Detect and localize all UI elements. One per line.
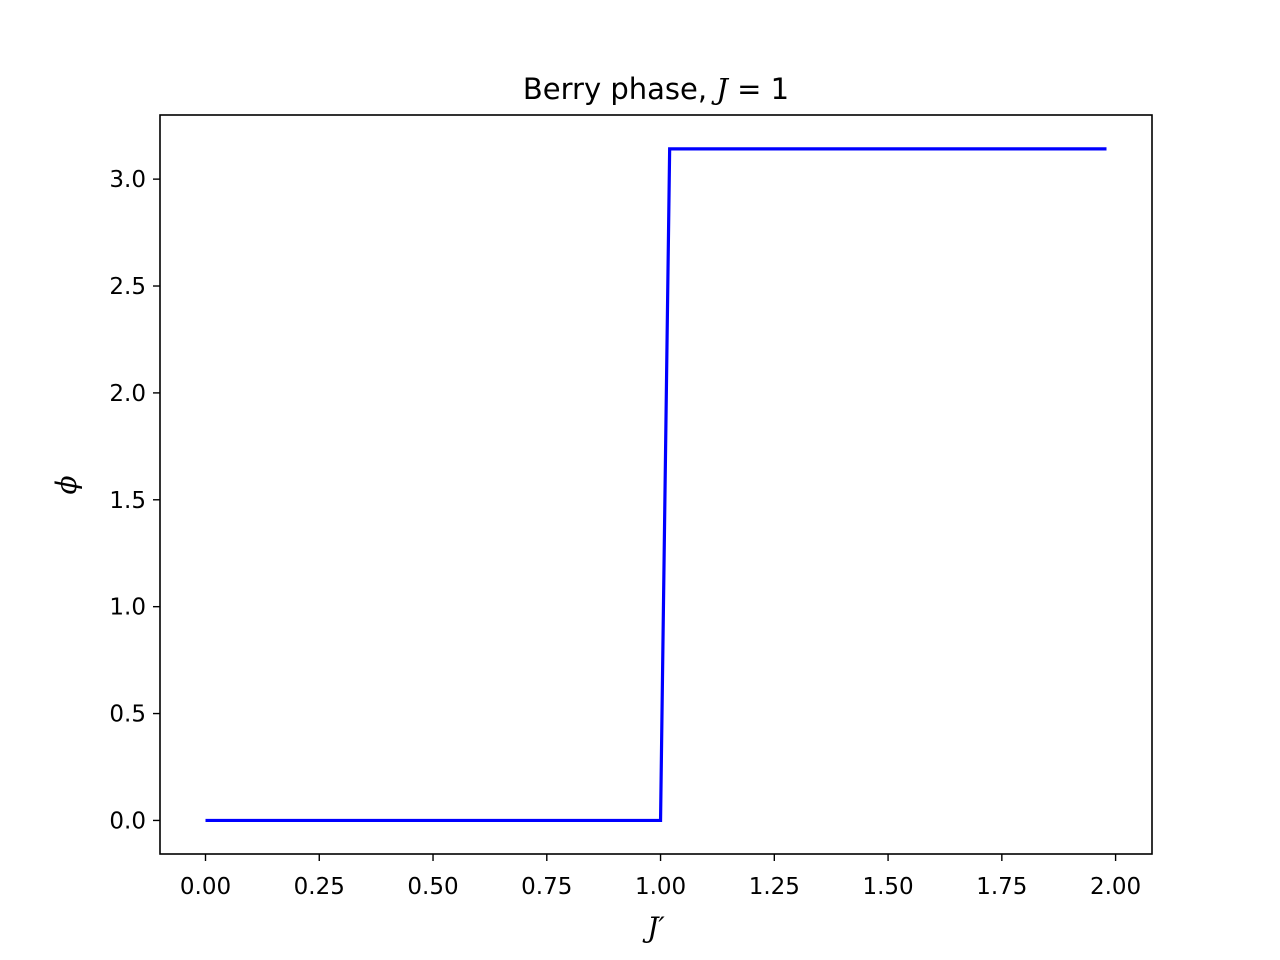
y-tick-label: 0.0 bbox=[109, 808, 146, 834]
x-tick-label: 1.50 bbox=[862, 874, 913, 900]
chart-title: Berry phase, J = 1 bbox=[523, 72, 789, 106]
x-axis-label: J′ bbox=[642, 911, 665, 944]
y-tick-label: 2.0 bbox=[109, 381, 146, 407]
x-tick-label: 0.75 bbox=[521, 874, 572, 900]
x-tick-label: 0.00 bbox=[180, 874, 231, 900]
y-tick-label: 1.0 bbox=[109, 595, 146, 621]
series-line bbox=[205, 147, 1107, 823]
plot-area: 0.00 0.25 0.50 0.75 1.00 1.25 1.50 1.75 2.00 0.0 0… bbox=[109, 147, 1141, 900]
chart-title-math-rest: = 1 bbox=[728, 72, 789, 106]
x-tick-label: 1.75 bbox=[976, 874, 1027, 900]
x-tick-label: 0.25 bbox=[294, 874, 345, 900]
axes-frame bbox=[159, 114, 1153, 855]
y-axis-label: ϕ bbox=[50, 475, 83, 494]
x-tick-label: 1.00 bbox=[635, 874, 686, 900]
chart-title-math-var: J bbox=[711, 72, 729, 106]
y-tick-label: 3.0 bbox=[109, 167, 146, 193]
x-tick-label: 0.50 bbox=[407, 874, 458, 900]
y-tick-label: 2.5 bbox=[109, 274, 146, 300]
x-tick-label: 2.00 bbox=[1090, 874, 1141, 900]
y-tick-label: 0.5 bbox=[109, 702, 146, 728]
y-tick-label: 1.5 bbox=[109, 488, 146, 514]
x-tick-label: 1.25 bbox=[749, 874, 800, 900]
